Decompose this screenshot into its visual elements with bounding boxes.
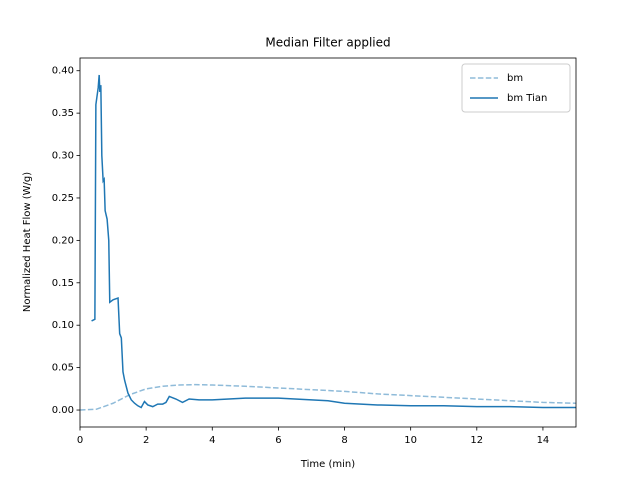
y-tick-label: 0.05 xyxy=(52,363,74,374)
y-tick-label: 0.10 xyxy=(52,320,74,331)
x-tick-label: 10 xyxy=(404,435,417,446)
series-line xyxy=(91,74,576,409)
y-tick-label: 0.15 xyxy=(52,278,74,289)
legend-box xyxy=(461,63,571,113)
y-tick-label: 0.40 xyxy=(52,66,74,77)
x-tick-label: 6 xyxy=(275,435,281,446)
y-tick-label: 0.20 xyxy=(52,235,74,246)
x-tick-label: 2 xyxy=(143,435,149,446)
x-axis-label: Time (min) xyxy=(300,459,355,470)
y-tick-label: 0.30 xyxy=(52,151,74,162)
x-tick-label: 0 xyxy=(77,435,83,446)
axes-frame xyxy=(79,57,577,428)
chart-title: Median Filter applied xyxy=(265,36,390,50)
x-tick-label: 14 xyxy=(537,435,550,446)
series-line xyxy=(80,383,576,411)
y-axis-label: Normalized Heat Flow (W/g) xyxy=(22,172,33,312)
x-tick-label: 12 xyxy=(470,435,483,446)
x-tick-label: 4 xyxy=(209,435,215,446)
y-tick-label: 0.00 xyxy=(52,405,74,416)
y-tick-label: 0.25 xyxy=(52,193,74,204)
y-tick-label: 0.35 xyxy=(52,108,74,119)
x-tick-label: 8 xyxy=(341,435,347,446)
legend-label: bm xyxy=(507,73,523,84)
legend-label: bm Tian xyxy=(507,93,547,104)
